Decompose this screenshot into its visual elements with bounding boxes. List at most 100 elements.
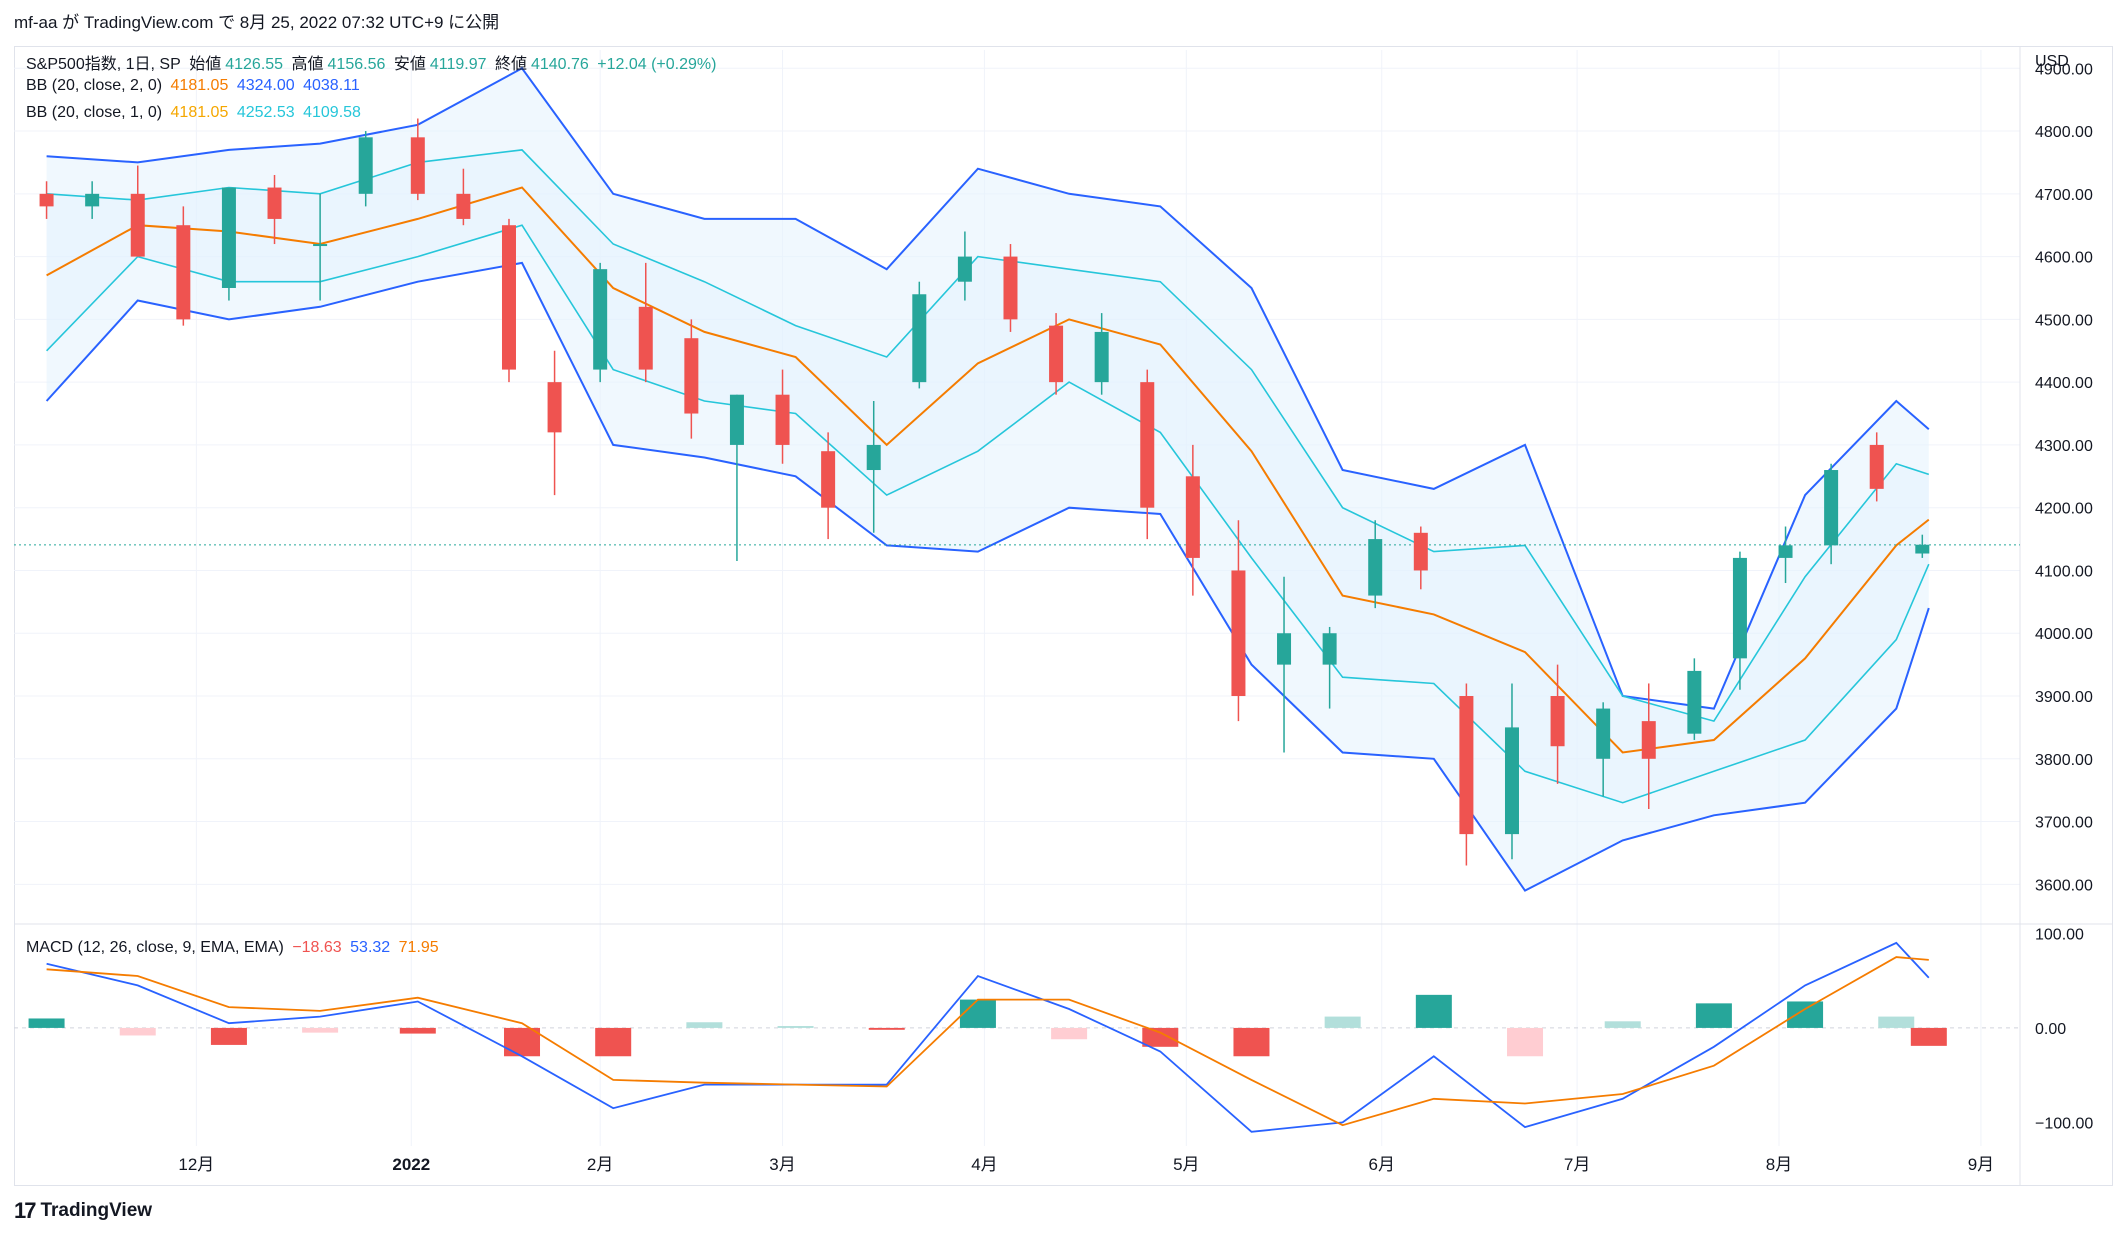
price-tick-label: 4200.00 [2035,501,2093,518]
time-tick-label: 4月 [971,1155,997,1174]
brand-name: TradingView [40,1200,153,1221]
candle-body [1185,476,1200,558]
candle-body [593,269,608,370]
macd-histogram-bar [1878,1016,1915,1028]
candle-body [775,394,790,445]
bb2-basis: 4181.05 [170,77,229,94]
price-tick-label: 4100.00 [2035,563,2093,580]
candle-body [39,193,54,207]
low-value: 4119.97 [429,56,487,73]
legend-bb1: BB (20, close, 1, 0) 4181.05 4252.53 410… [26,104,365,122]
macd-histogram-bar [1604,1021,1641,1028]
bb2-lower: 4038.11 [303,77,360,94]
macd-pane [14,941,2020,1133]
candle-body [1049,325,1064,383]
macd-histogram-bar [119,1027,156,1036]
price-tick-label: 4500.00 [2035,312,2093,329]
candle-body [1778,545,1793,558]
macd-axis: 100.00 0.00 −100.00 [2035,926,2093,1132]
price-tick-label: 4400.00 [2035,375,2093,392]
macd-histogram-bar [959,999,996,1028]
candle-body [1596,708,1611,759]
candle-body [176,225,191,320]
open-label: 始値 [189,56,222,73]
macd-hist-value: −18.63 [292,939,342,956]
price-tick-label: 3700.00 [2035,815,2093,832]
chart-frame [14,46,2113,1186]
close-value: 4140.76 [530,56,589,73]
candle-body [1824,470,1839,546]
macd-line-value: 53.32 [350,939,391,956]
macd-histogram-bar [1415,994,1452,1028]
price-axis: 3600.00 3700.00 3800.00 3900.00 4000.00 4100.… [2035,53,2093,894]
price-tick-label: 4000.00 [2035,626,2093,643]
candle-body [130,193,145,257]
candle-body [1687,670,1702,734]
macd-label: MACD (12, 26, close, 9, EMA, EMA) [26,939,284,956]
bb1-label: BB (20, close, 1, 0) [26,104,163,121]
bb1-lower-line [46,224,1930,804]
candle-body [1003,256,1018,320]
bb1-lower: 4109.58 [303,104,361,121]
candle-body [1413,532,1428,571]
macd-histogram-bar [1142,1027,1179,1047]
close-label: 終値 [494,56,527,73]
price-tick-label: 4600.00 [2035,250,2093,267]
candles [39,118,1930,866]
legend-macd: MACD (12, 26, close, 9, EMA, EMA) −18.63… [26,939,443,957]
macd-histogram-bar [210,1027,247,1045]
bb-inner-fill [46,149,1929,803]
time-tick-label: 5月 [1173,1155,1199,1174]
price-unit-label: USD [2035,53,2069,70]
open-value: 4126.55 [225,56,284,73]
macd-histogram-bar [686,1022,723,1028]
candle-body [1504,727,1519,835]
high-value: 4156.56 [327,56,386,73]
candle-body [267,187,282,219]
bb2-upper-line [46,67,1930,710]
low-label: 安値 [393,56,426,73]
candle-body [957,256,972,282]
price-tick-label: 3600.00 [2035,877,2093,894]
time-tick-label: 2月 [587,1155,613,1174]
candle-body [1459,696,1474,835]
time-axis: 12月 2022 2月 3月 4月 5月 6月 7月 8月 9月 [178,1155,1994,1174]
price-tick-label: 4300.00 [2035,438,2093,455]
candle-body [1732,557,1747,659]
candle-body [313,244,328,247]
candle-body [1641,721,1656,759]
candle-body [1915,544,1930,554]
time-tick-label: 7月 [1564,1155,1590,1174]
time-tick-label: 2022 [392,1155,430,1174]
bb2-label: BB (20, close, 2, 0) [26,77,163,94]
macd-tick-label: 0.00 [2035,1021,2066,1038]
candle-body [821,451,836,508]
macd-histogram-bar [1695,1003,1732,1028]
candle-body [456,193,471,219]
macd-histogram-bar [1507,1027,1544,1057]
candle-body [221,187,236,288]
candle-body [501,225,516,370]
price-tick-label: 3900.00 [2035,689,2093,706]
time-tick-label: 8月 [1766,1155,1792,1174]
symbol-label: S&P500指数, 1日, SP [26,56,181,73]
time-tick-label: 6月 [1368,1155,1394,1174]
candle-body [1140,382,1155,508]
candle-body [410,137,425,194]
candle-body [85,193,100,207]
price-tick-label: 4700.00 [2035,187,2093,204]
candle-body [1368,539,1383,596]
candle-body [547,382,562,433]
candle-body [358,137,373,194]
bb1-basis: 4181.05 [170,104,229,121]
candle-body [1550,696,1565,747]
bollinger-fill [46,68,1929,891]
macd-histogram-bar [399,1027,436,1034]
macd-signal-line [46,956,1929,1127]
bb-basis-line [46,186,1930,754]
macd-histogram-bar [504,1027,541,1057]
macd-histogram-bar [595,1027,632,1057]
macd-histogram-bar [777,1026,814,1028]
footer-brand[interactable]: 17 TradingView [14,1198,152,1224]
